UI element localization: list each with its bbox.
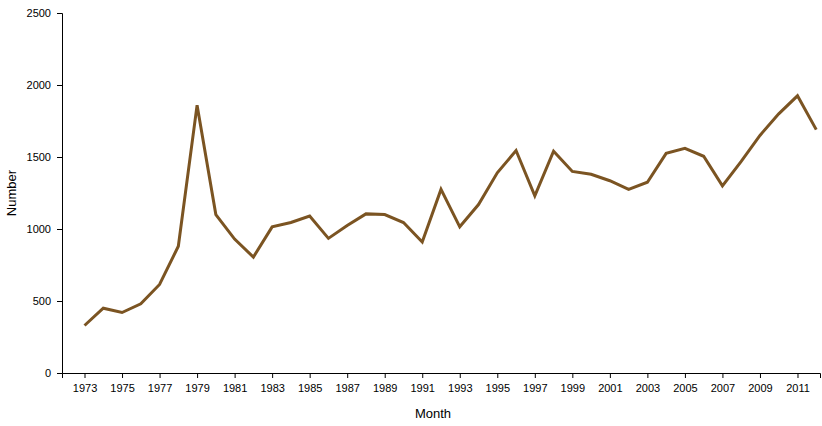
x-tick-mark bbox=[85, 373, 86, 378]
x-tick-mark bbox=[647, 373, 648, 378]
x-tick-label: 1977 bbox=[148, 382, 172, 394]
x-tick-mark bbox=[347, 373, 348, 378]
x-tick-label: 1985 bbox=[298, 382, 322, 394]
x-tick: 1991 bbox=[410, 373, 434, 394]
x-tick-label: 1995 bbox=[486, 382, 510, 394]
y-tick: 2000 bbox=[27, 79, 62, 91]
y-tick-mark bbox=[57, 157, 62, 158]
plot: 1973 1975 1977 1979 1981 1983 1985 1987 1989 1991… bbox=[27, 7, 821, 394]
x-tick: 1999 bbox=[561, 373, 585, 394]
y-tick-label: 1500 bbox=[27, 151, 51, 163]
x-tick: 1975 bbox=[110, 373, 134, 394]
x-tick: 1973 bbox=[73, 373, 97, 394]
x-tick-mark bbox=[160, 373, 161, 378]
x-tick-mark bbox=[385, 373, 386, 378]
x-tick-mark bbox=[235, 373, 236, 378]
x-tick: 1985 bbox=[298, 373, 322, 394]
x-axis: 1973 1975 1977 1979 1981 1983 1985 1987 1989 1991… bbox=[63, 373, 821, 394]
chart: 1973 1975 1977 1979 1981 1983 1985 1987 1989 1991… bbox=[0, 0, 822, 426]
x-tick-mark bbox=[497, 373, 498, 378]
y-tick: 0 bbox=[45, 367, 62, 379]
x-tick: 2001 bbox=[598, 373, 622, 394]
x-tick-mark bbox=[722, 373, 723, 378]
x-tick: 1993 bbox=[448, 373, 472, 394]
x-tick-mark bbox=[760, 373, 761, 378]
x-tick-mark bbox=[272, 373, 273, 378]
x-tick: 1995 bbox=[486, 373, 510, 394]
x-axis-title: Month bbox=[415, 406, 451, 421]
x-tick: 1983 bbox=[260, 373, 284, 394]
x-tick-label: 1999 bbox=[561, 382, 585, 394]
x-tick-label: 1975 bbox=[110, 382, 134, 394]
y-tick-mark bbox=[57, 13, 62, 14]
x-tick-label: 1973 bbox=[73, 382, 97, 394]
x-tick: 2005 bbox=[673, 373, 697, 394]
x-tick-mark bbox=[310, 373, 311, 378]
x-tick-label: 2001 bbox=[598, 382, 622, 394]
x-tick-label: 2009 bbox=[748, 382, 772, 394]
y-tick: 1500 bbox=[27, 151, 62, 163]
x-tick-mark bbox=[460, 373, 461, 378]
x-tick: 1977 bbox=[148, 373, 172, 394]
y-tick-mark bbox=[57, 301, 62, 302]
y-axis-line bbox=[57, 14, 63, 374]
x-tick-label: 1987 bbox=[335, 382, 359, 394]
x-tick: 2007 bbox=[711, 373, 735, 394]
y-tick-mark bbox=[57, 373, 62, 374]
x-tick-mark bbox=[797, 373, 798, 378]
x-tick-mark bbox=[422, 373, 423, 378]
x-tick: 2009 bbox=[748, 373, 772, 394]
x-tick-label: 1983 bbox=[260, 382, 284, 394]
x-tick-label: 1991 bbox=[410, 382, 434, 394]
y-tick-mark bbox=[57, 85, 62, 86]
x-tick-label: 2003 bbox=[636, 382, 660, 394]
x-tick: 2003 bbox=[636, 373, 660, 394]
y-tick-mark bbox=[57, 229, 62, 230]
x-tick-label: 1979 bbox=[185, 382, 209, 394]
x-tick-mark bbox=[572, 373, 573, 378]
y-axis: 0 500 1000 1500 2000 2500 bbox=[27, 7, 63, 379]
x-axis-line bbox=[63, 374, 821, 379]
y-tick: 1000 bbox=[27, 223, 62, 235]
x-tick-label: 2007 bbox=[711, 382, 735, 394]
y-tick-label: 2000 bbox=[27, 79, 51, 91]
data-area bbox=[85, 96, 817, 326]
x-tick: 1997 bbox=[523, 373, 547, 394]
x-tick-label: 2011 bbox=[786, 382, 810, 394]
data-line bbox=[85, 96, 817, 326]
x-tick-mark bbox=[685, 373, 686, 378]
x-tick: 1989 bbox=[373, 373, 397, 394]
x-tick: 1979 bbox=[185, 373, 209, 394]
y-tick-label: 0 bbox=[45, 367, 51, 379]
x-tick-label: 1997 bbox=[523, 382, 547, 394]
x-tick: 2011 bbox=[786, 373, 810, 394]
x-tick-mark bbox=[610, 373, 611, 378]
y-tick-label: 500 bbox=[33, 295, 51, 307]
x-tick-label: 1989 bbox=[373, 382, 397, 394]
y-tick: 2500 bbox=[27, 7, 62, 19]
y-axis-title: Number bbox=[4, 169, 19, 216]
x-tick-mark bbox=[197, 373, 198, 378]
y-tick-label: 1000 bbox=[27, 223, 51, 235]
y-tick-label: 2500 bbox=[27, 7, 51, 19]
x-tick: 1987 bbox=[335, 373, 359, 394]
x-tick-label: 1993 bbox=[448, 382, 472, 394]
x-tick-mark bbox=[122, 373, 123, 378]
x-tick-label: 2005 bbox=[673, 382, 697, 394]
x-tick: 1981 bbox=[223, 373, 247, 394]
x-tick-label: 1981 bbox=[223, 382, 247, 394]
x-tick-mark bbox=[535, 373, 536, 378]
y-tick: 500 bbox=[33, 295, 62, 307]
